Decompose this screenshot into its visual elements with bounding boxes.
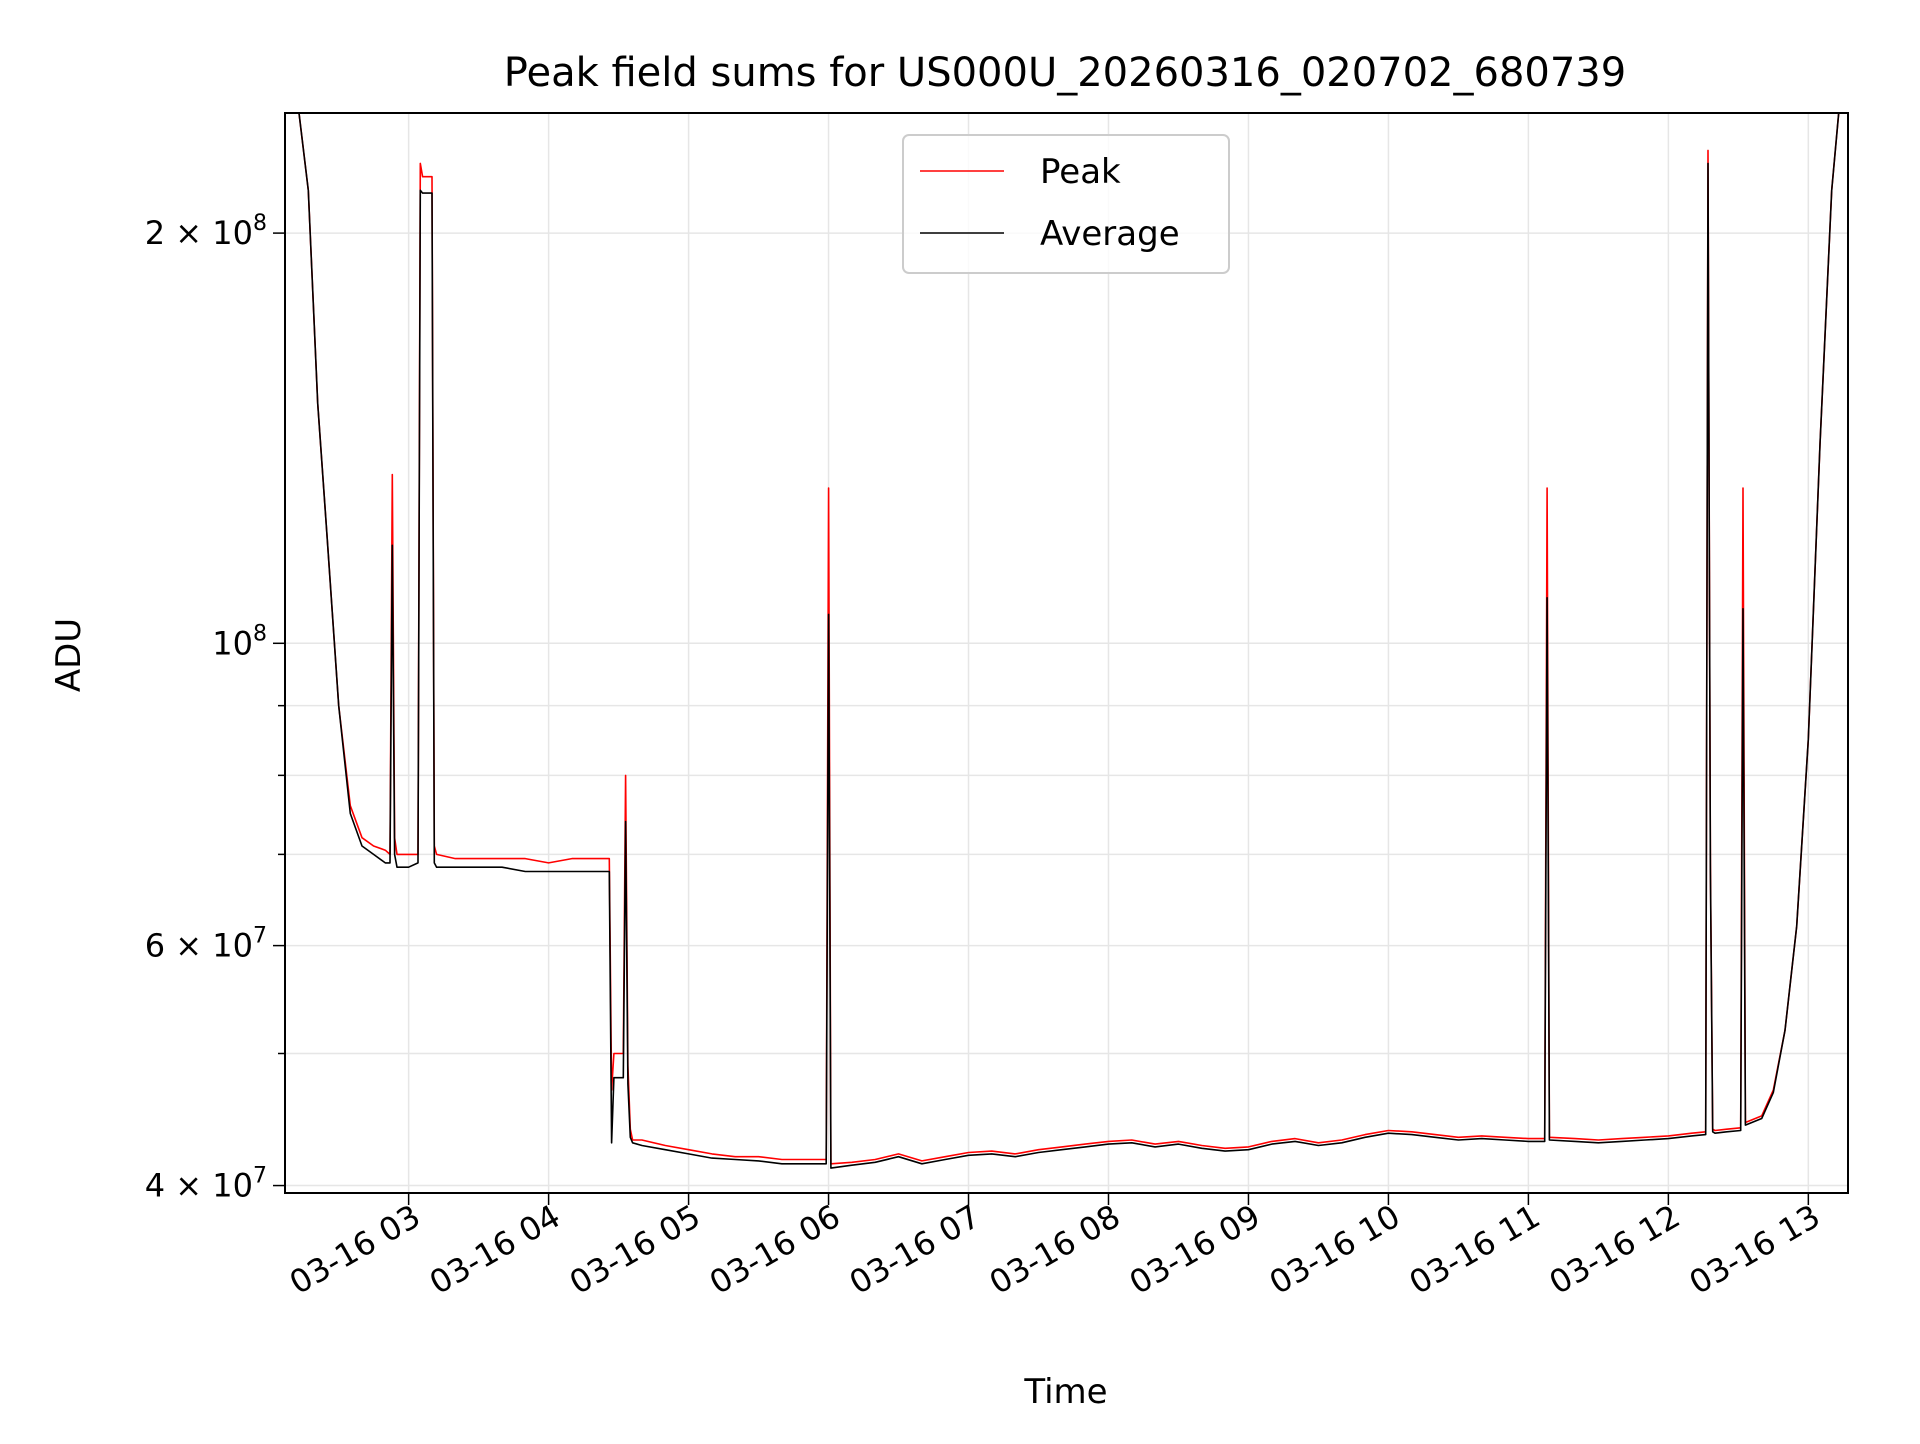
y-tick-label: 108 xyxy=(212,621,267,662)
y-tick-exponent: 8 xyxy=(253,621,267,646)
y-tick-exponent: 7 xyxy=(253,924,267,949)
series-line-peak xyxy=(285,112,1848,1165)
y-tick-label: 6 × 107 xyxy=(145,924,267,965)
grid xyxy=(285,113,1848,1193)
plot-area-frame xyxy=(284,112,1849,1194)
y-tick-label: 4 × 107 xyxy=(145,1164,267,1205)
legend-average-label: Average xyxy=(1040,214,1180,254)
x-axis-label: Time xyxy=(1023,1372,1107,1412)
chart-title: Peak field sums for US000U_20260316_0207… xyxy=(504,50,1626,96)
y-tick-mantissa: 2 × 10 xyxy=(145,214,253,252)
y-tick-mantissa: 10 xyxy=(212,624,253,662)
y-tick-mantissa: 4 × 10 xyxy=(145,1167,253,1205)
series-layer xyxy=(285,112,1848,1169)
legend-peak-label: Peak xyxy=(1040,152,1121,192)
legend-box xyxy=(902,134,1230,274)
y-axis-label: ADU xyxy=(49,618,89,692)
series-line-average xyxy=(285,112,1848,1169)
y-tick-exponent: 7 xyxy=(253,1164,267,1189)
y-tick-exponent: 8 xyxy=(253,211,267,236)
y-tick-mantissa: 6 × 10 xyxy=(145,927,253,965)
y-tick-label: 2 × 108 xyxy=(145,211,267,252)
legend: Peak Average xyxy=(902,134,1230,274)
